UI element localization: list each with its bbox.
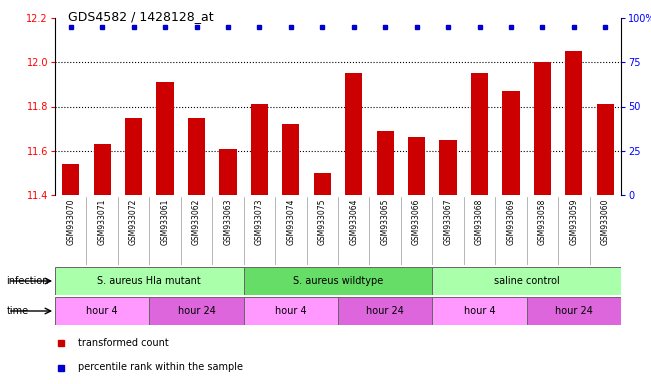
Text: infection: infection (7, 276, 49, 286)
Text: GSM933059: GSM933059 (570, 199, 578, 245)
Bar (345, 73, 363, 195)
Bar (527, 297, 621, 325)
Bar (432, 267, 621, 295)
Bar (55, 297, 149, 325)
Text: time: time (7, 306, 29, 316)
Text: percentile rank within the sample: percentile rank within the sample (77, 362, 243, 372)
Text: GSM933061: GSM933061 (161, 199, 169, 245)
Text: hour 4: hour 4 (464, 306, 495, 316)
Text: saline control: saline control (494, 276, 560, 286)
Text: hour 4: hour 4 (275, 306, 307, 316)
Text: GSM933073: GSM933073 (255, 199, 264, 245)
Bar (243, 267, 432, 295)
Text: GSM933069: GSM933069 (506, 199, 516, 245)
Bar (338, 297, 432, 325)
Text: GSM933062: GSM933062 (192, 199, 201, 245)
Bar (503, 91, 519, 195)
Text: GSM933060: GSM933060 (601, 199, 610, 245)
Bar (534, 62, 551, 195)
Text: GSM933075: GSM933075 (318, 199, 327, 245)
Text: GSM933070: GSM933070 (66, 199, 76, 245)
Bar (188, 118, 205, 195)
Bar (156, 82, 174, 195)
Text: hour 4: hour 4 (87, 306, 118, 316)
Text: GSM933067: GSM933067 (443, 199, 452, 245)
Text: GDS4582 / 1428128_at: GDS4582 / 1428128_at (68, 10, 214, 23)
Bar (282, 124, 299, 195)
Text: GSM933071: GSM933071 (98, 199, 107, 245)
Text: GSM933068: GSM933068 (475, 199, 484, 245)
Bar (376, 131, 394, 195)
Bar (596, 104, 614, 195)
Bar (243, 297, 338, 325)
Bar (125, 118, 143, 195)
Text: S. aureus wildtype: S. aureus wildtype (293, 276, 383, 286)
Text: GSM933063: GSM933063 (223, 199, 232, 245)
Text: GSM933064: GSM933064 (349, 199, 358, 245)
Text: hour 24: hour 24 (555, 306, 593, 316)
Text: hour 24: hour 24 (367, 306, 404, 316)
Bar (471, 73, 488, 195)
Bar (439, 140, 457, 195)
Text: GSM933065: GSM933065 (381, 199, 390, 245)
Bar (251, 104, 268, 195)
Bar (314, 173, 331, 195)
Text: GSM933058: GSM933058 (538, 199, 547, 245)
Bar (149, 297, 243, 325)
Text: GSM933066: GSM933066 (412, 199, 421, 245)
Bar (55, 267, 243, 295)
Text: hour 24: hour 24 (178, 306, 215, 316)
Bar (219, 149, 236, 195)
Text: transformed count: transformed count (77, 338, 169, 348)
Bar (565, 51, 583, 195)
Bar (62, 164, 79, 195)
Text: GSM933074: GSM933074 (286, 199, 296, 245)
Bar (432, 297, 527, 325)
Bar (94, 144, 111, 195)
Text: GSM933072: GSM933072 (129, 199, 138, 245)
Text: S. aureus Hla mutant: S. aureus Hla mutant (98, 276, 201, 286)
Bar (408, 137, 425, 195)
